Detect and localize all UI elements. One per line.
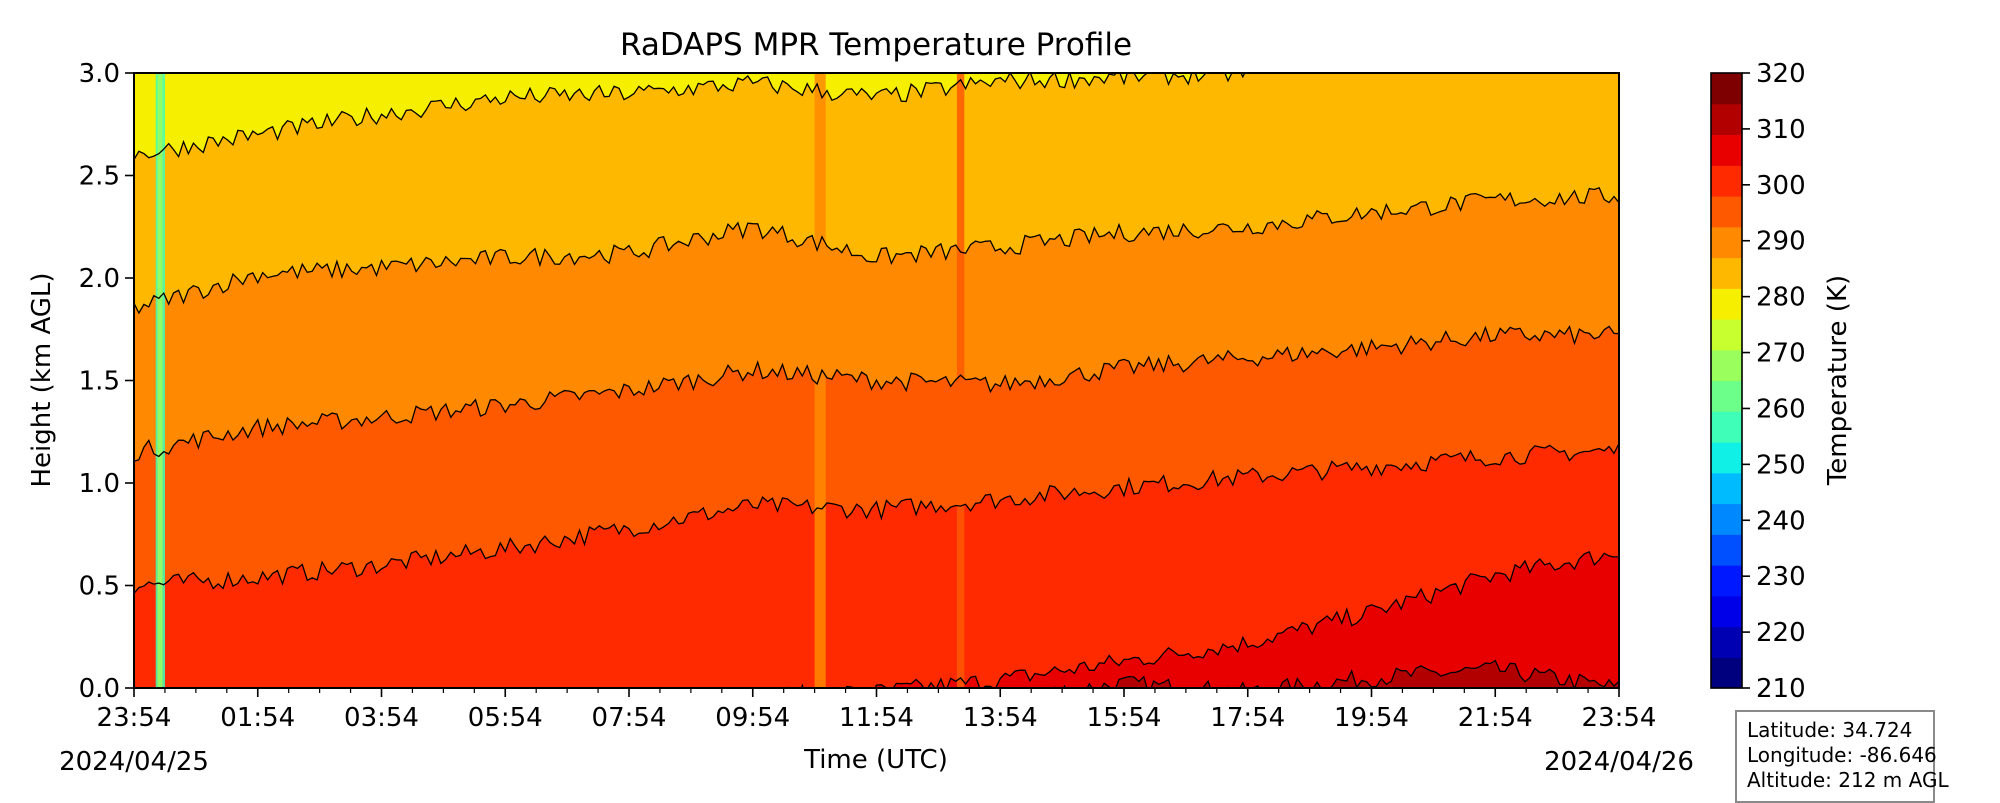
colorbar-tick-label: 290 (1756, 227, 1806, 257)
temperature-band (134, 73, 1619, 313)
colorbar-segment (1711, 565, 1742, 597)
x-tick-label: 09:54 (715, 703, 790, 733)
colorbar-frame (1710, 72, 1743, 689)
x-axis-title: Time (UTC) (803, 745, 948, 775)
colorbar-segment (1711, 595, 1742, 628)
colorbar-tick-label: 220 (1756, 618, 1806, 648)
x-tick-label: 01:54 (220, 703, 295, 733)
colorbar-tick-label: 240 (1756, 506, 1806, 536)
colorbar-tick-label: 320 (1756, 59, 1806, 89)
colorbar-segment (1711, 534, 1742, 566)
colorbar-segment (1711, 288, 1742, 320)
isotherm-295 (786, 550, 1619, 688)
colorbar-segment (1711, 472, 1742, 505)
contour-lines (134, 73, 1619, 688)
colorbar-segment (1711, 442, 1742, 474)
isotherm-285 (134, 325, 1619, 462)
x-tick-label: 03:54 (344, 703, 419, 733)
colorbar-tick-label: 280 (1756, 283, 1806, 313)
x-tick-label: 17:54 (1210, 703, 1285, 733)
colorbar-segment (1711, 165, 1742, 197)
colorbar-segment (1711, 134, 1742, 166)
y-axis-title: Height (km AGL) (27, 272, 57, 487)
colorbar-label: Temperature (K) (1823, 275, 1853, 486)
end-date-label: 2024/04/26 (1544, 747, 1694, 777)
contour-fills (134, 73, 1619, 688)
temperature-band (134, 73, 1245, 160)
colorbar-tick-label: 250 (1756, 450, 1806, 480)
station-info-box: Latitude: 34.724 Longitude: -86.646 Alti… (1735, 710, 1949, 803)
cold-anomaly-column (157, 73, 163, 688)
colorbar-segment (1711, 73, 1742, 105)
start-date-label: 2024/04/25 (59, 747, 209, 777)
colorbar-segment (1711, 626, 1742, 658)
chart-title: RaDAPS MPR Temperature Profile (620, 27, 1132, 63)
y-tick-label: 0.5 (79, 572, 120, 602)
isotherm-290 (134, 443, 1619, 594)
colorbar-tick-label: 300 (1756, 171, 1806, 201)
x-axis: 23:54 01:54 03:54 05:54 07:54 09:54 11:54 13:54… (97, 688, 1657, 733)
longitude-text: Longitude: -86.646 (1747, 743, 1937, 767)
colorbar-segment (1711, 349, 1742, 382)
x-tick-label: 13:54 (963, 703, 1038, 733)
colorbar-segment (1711, 411, 1742, 443)
altitude-text: Altitude: 212 m AGL (1747, 768, 1949, 792)
cold-anomaly-column (956, 73, 965, 688)
colorbar-segment (1711, 380, 1742, 412)
colorbar-tick-label: 260 (1756, 394, 1806, 424)
x-tick-label: 11:54 (839, 703, 914, 733)
x-tick-label: 07:54 (592, 703, 667, 733)
colorbar-segment (1711, 657, 1742, 689)
latitude-text: Latitude: 34.724 (1747, 718, 1913, 742)
x-tick-label: 05:54 (468, 703, 543, 733)
isotherm-275 (134, 73, 1246, 160)
x-tick-label: 23:54 (97, 703, 172, 733)
colorbar-segment (1711, 196, 1742, 228)
x-tick-label: 21:54 (1458, 703, 1533, 733)
isotherm-300 (1010, 659, 1619, 688)
y-tick-label: 2.5 (79, 162, 120, 192)
colorbar-segment (1711, 319, 1742, 351)
y-axis: 0.0 0.5 1.0 1.5 2.0 2.5 3.0 (79, 59, 134, 704)
cold-anomaly-column (814, 73, 826, 688)
x-tick-label: 19:54 (1334, 703, 1409, 733)
colorbar-tick-label: 230 (1756, 562, 1806, 592)
y-tick-label: 1.0 (79, 469, 120, 499)
y-tick-label: 0.0 (79, 674, 120, 704)
colorbar: 210 220 230 240 250 260 270 280 290 300 310 320 (1710, 59, 1806, 704)
y-tick-label: 3.0 (79, 59, 120, 89)
x-tick-label: 15:54 (1087, 703, 1162, 733)
y-tick-label: 1.5 (79, 367, 120, 397)
colorbar-tick-label: 210 (1756, 674, 1806, 704)
colorbar-tick-label: 270 (1756, 339, 1806, 369)
colorbar-segment (1711, 503, 1742, 535)
plot-area (133, 72, 1620, 689)
colorbar-segment (1711, 257, 1742, 289)
colorbar-segment (1711, 103, 1742, 136)
isotherm-280 (134, 186, 1619, 315)
x-tick-label: 23:54 (1582, 703, 1657, 733)
colorbar-tick-label: 310 (1756, 115, 1806, 145)
y-tick-label: 2.0 (79, 264, 120, 294)
colorbar-segment (1711, 226, 1742, 259)
